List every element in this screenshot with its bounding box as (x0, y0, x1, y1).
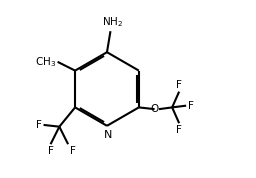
Text: F: F (188, 101, 194, 111)
Text: F: F (176, 125, 182, 135)
Text: O: O (151, 104, 159, 114)
Text: F: F (36, 120, 42, 130)
Text: N: N (104, 130, 112, 140)
Text: F: F (70, 146, 76, 156)
Text: NH$_2$: NH$_2$ (102, 16, 123, 29)
Text: CH$_3$: CH$_3$ (35, 55, 56, 69)
Text: F: F (176, 80, 182, 90)
Text: F: F (48, 146, 54, 156)
